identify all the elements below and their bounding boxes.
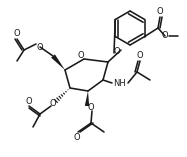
Text: O: O xyxy=(50,98,56,108)
Text: O: O xyxy=(114,46,120,56)
Text: O: O xyxy=(78,51,84,60)
Text: O: O xyxy=(37,43,43,51)
Polygon shape xyxy=(51,54,65,70)
Text: O: O xyxy=(14,30,20,38)
Text: O: O xyxy=(137,51,143,60)
Text: O: O xyxy=(26,97,32,106)
Text: NH: NH xyxy=(114,78,126,87)
Text: O: O xyxy=(162,32,168,41)
Text: O: O xyxy=(88,103,94,113)
Text: O: O xyxy=(157,8,163,16)
Text: O: O xyxy=(74,133,80,141)
Polygon shape xyxy=(85,91,89,106)
